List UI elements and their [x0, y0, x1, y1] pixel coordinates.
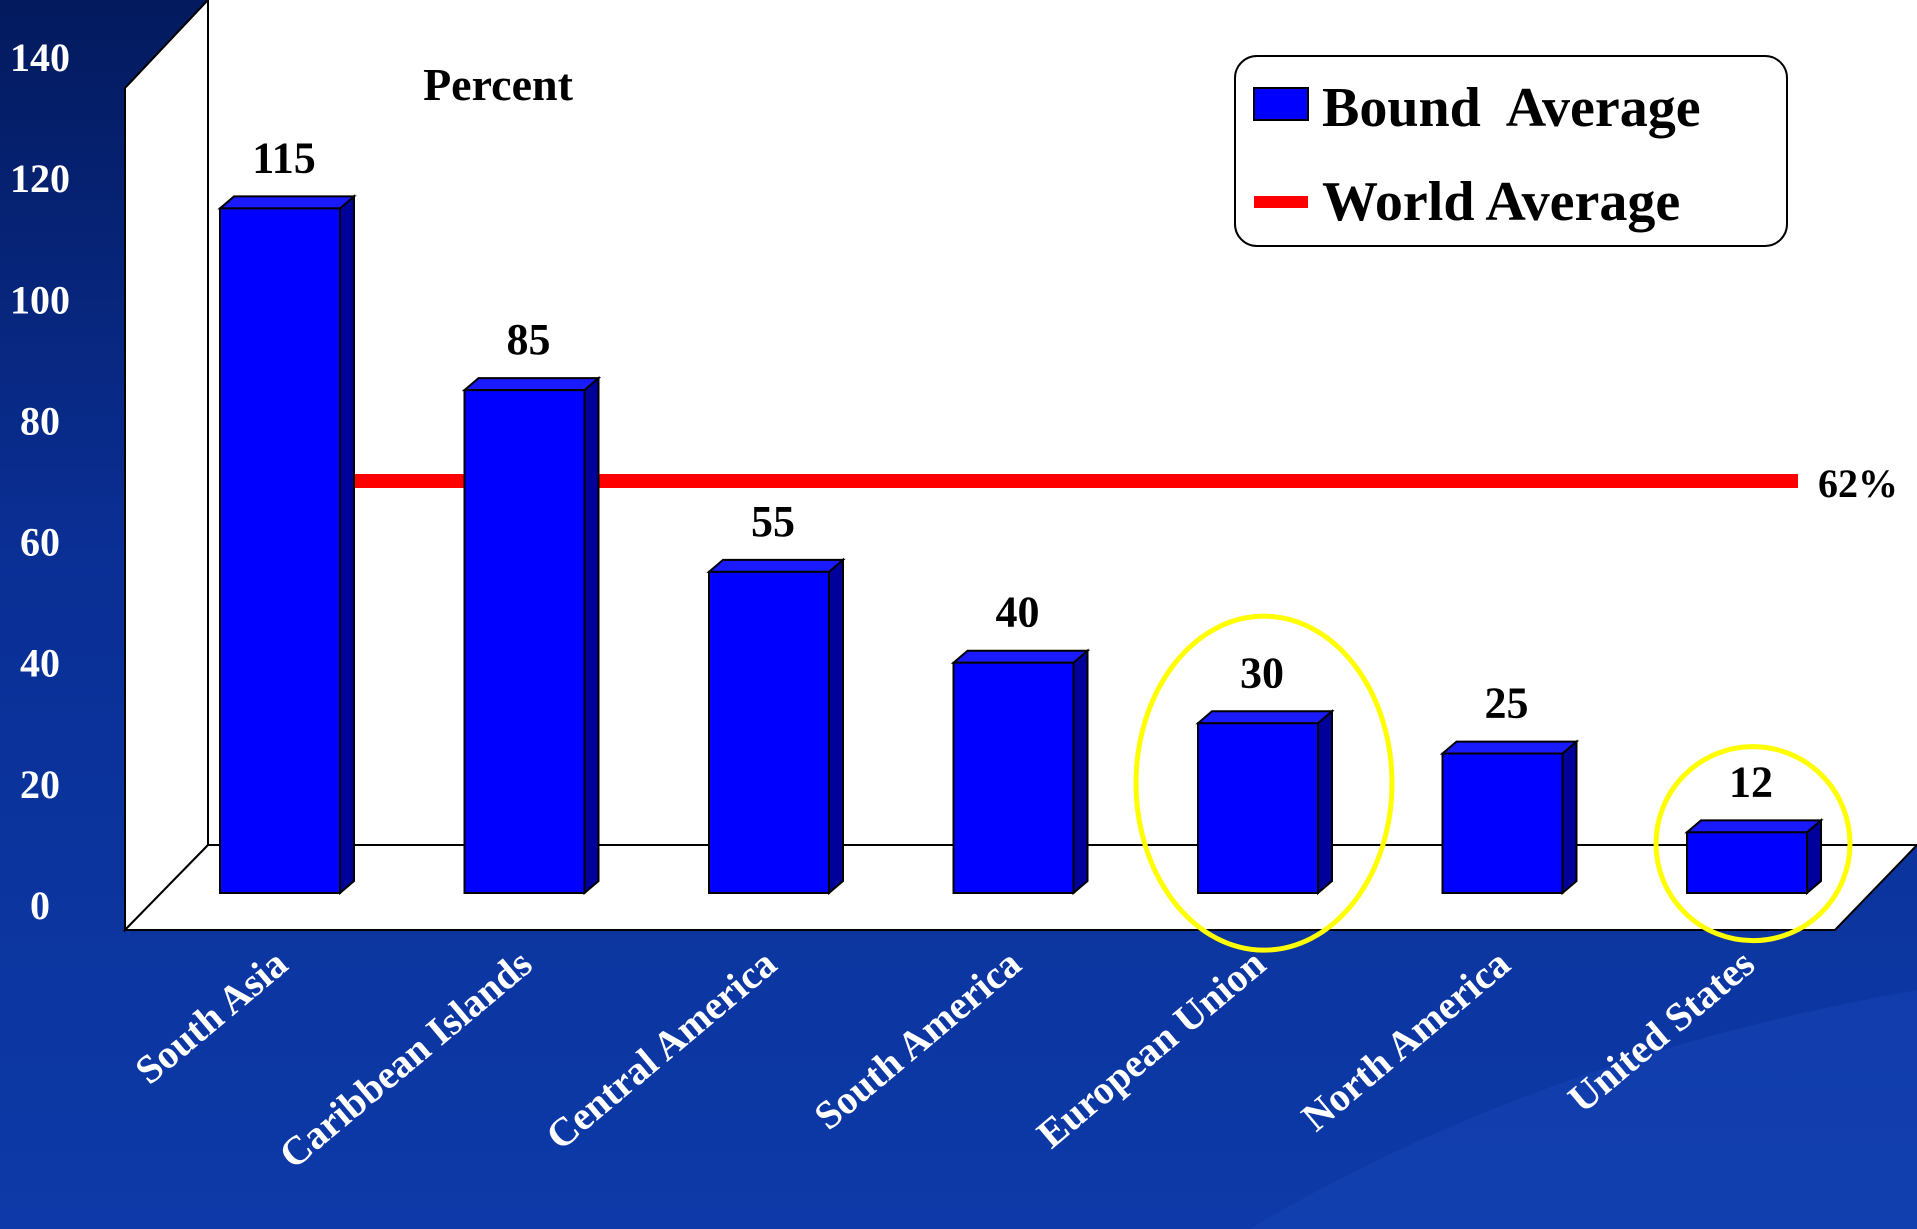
- y-tick-label: 20: [20, 762, 60, 807]
- legend-label-bound-average: Bound Average: [1322, 77, 1701, 139]
- bar-top: [1684, 819, 1824, 834]
- bar-front: [1686, 831, 1808, 894]
- legend: Bound Average World Average: [1234, 55, 1788, 247]
- bar-top: [706, 558, 846, 573]
- y-axis: 0 20 40 60 80 100 120 140: [10, 35, 70, 928]
- bar-top: [950, 649, 1091, 664]
- legend-box: [1234, 55, 1788, 247]
- bar: [950, 648, 1091, 896]
- bar-front: [952, 661, 1075, 895]
- bar-value-label: 40: [996, 588, 1040, 637]
- bar-front: [219, 207, 341, 894]
- bar-top: [1439, 740, 1580, 755]
- bar: [461, 375, 602, 896]
- bar-side: [339, 194, 355, 896]
- highlight-ellipse: [1653, 744, 1853, 944]
- bar-top: [217, 195, 357, 210]
- bar-side: [1317, 709, 1333, 896]
- bar-value-label: 85: [507, 315, 551, 364]
- bar-side: [1072, 648, 1089, 896]
- bar-side: [1561, 739, 1578, 896]
- highlights: [1133, 613, 1853, 953]
- legend-label-world-average: World Average: [1322, 171, 1680, 233]
- y-tick-label: 140: [10, 35, 70, 80]
- y-tick-label: 60: [20, 520, 60, 565]
- world-average-label: 62%: [1818, 461, 1898, 506]
- y-axis-label: Percent: [423, 59, 574, 110]
- legend-swatch-bound-average: [1253, 87, 1309, 121]
- bar-value-label: 115: [252, 133, 316, 182]
- bar-front: [1441, 752, 1564, 894]
- bar-front: [463, 389, 586, 894]
- bar-value-label: 12: [1729, 757, 1773, 806]
- legend-swatch-world-average: [1254, 196, 1308, 208]
- y-tick-label: 40: [20, 641, 60, 686]
- bar-value-label: 30: [1240, 648, 1284, 697]
- y-tick-label: 100: [10, 277, 70, 322]
- left-wall: [124, 0, 209, 933]
- bar-front: [708, 570, 830, 894]
- bars: 115 85 55 40 30 25 12: [217, 133, 1824, 896]
- y-tick-label: 120: [10, 156, 70, 201]
- bar: [706, 557, 846, 896]
- bar-side: [583, 375, 600, 896]
- bar-top: [1195, 710, 1335, 725]
- bar-value-label: 55: [751, 497, 795, 546]
- y-tick-label: 0: [30, 883, 50, 928]
- bar: [1439, 739, 1580, 896]
- background-swoosh: [1250, 990, 1917, 1229]
- bar-front: [1197, 722, 1319, 894]
- bar: [1195, 709, 1335, 896]
- bar-top: [461, 377, 602, 392]
- bar: [1684, 818, 1824, 896]
- highlight-ellipse: [1133, 613, 1395, 953]
- y-tick-label: 80: [20, 398, 60, 443]
- bar-side: [828, 557, 844, 896]
- bar: [217, 194, 357, 896]
- bar-value-label: 25: [1485, 679, 1529, 728]
